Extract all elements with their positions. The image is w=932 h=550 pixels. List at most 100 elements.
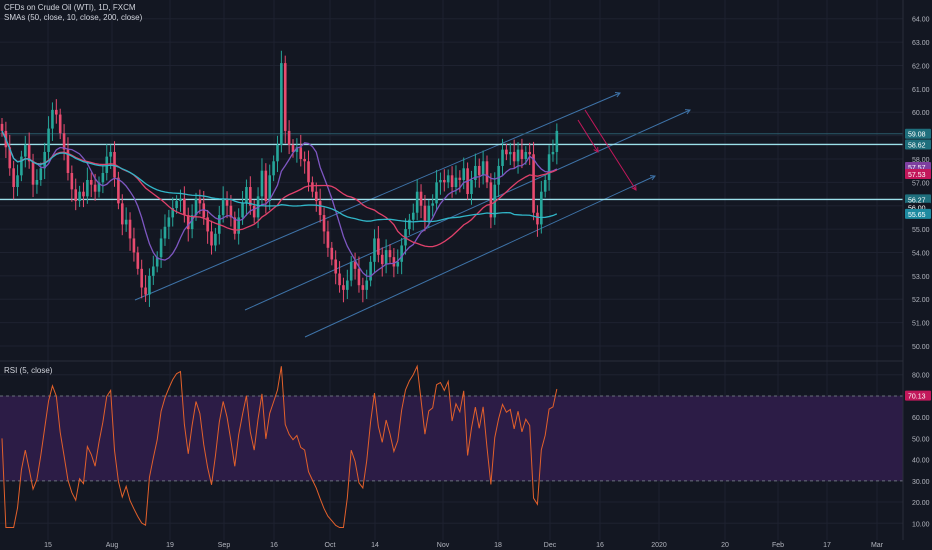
rsi-legend: RSI (5, close) bbox=[4, 366, 53, 375]
candle-body bbox=[0, 123, 4, 131]
candle-body bbox=[252, 205, 256, 218]
symbol-title: CFDs on Crude Oil (WTI), 1D, FXCM bbox=[4, 3, 136, 12]
candle-body bbox=[287, 130, 291, 145]
candle-body bbox=[396, 261, 400, 267]
rsi-tick-label: 20.00 bbox=[912, 500, 930, 507]
candle-body bbox=[117, 177, 120, 204]
projection-line bbox=[584, 109, 637, 191]
channel-line bbox=[134, 92, 621, 301]
candle-body bbox=[540, 191, 543, 225]
candle-body bbox=[388, 250, 392, 258]
candle-body bbox=[555, 130, 559, 152]
candle-body bbox=[16, 175, 19, 188]
sma-legend: SMAs (50, close, 10, close, 200, close) bbox=[4, 13, 143, 22]
candle-body bbox=[439, 180, 442, 183]
horizontal-levels bbox=[0, 143, 903, 201]
candle-body bbox=[237, 217, 240, 234]
time-tick-label: 14 bbox=[371, 542, 379, 549]
price-badge bbox=[905, 128, 931, 139]
candle-body bbox=[408, 219, 411, 230]
candle-body bbox=[446, 175, 450, 183]
candle-body bbox=[415, 191, 419, 213]
time-tick-label: Mar bbox=[871, 542, 884, 549]
candle-body bbox=[198, 198, 202, 204]
candle-body bbox=[419, 191, 423, 206]
candle-body bbox=[543, 180, 547, 192]
price-tick-label: 53.00 bbox=[912, 274, 930, 281]
rsi-tick-label: 40.00 bbox=[912, 458, 930, 465]
candle-body bbox=[536, 212, 539, 225]
candle-body bbox=[74, 189, 78, 202]
candle-body bbox=[78, 191, 81, 202]
time-tick-label: Aug bbox=[106, 542, 119, 549]
candle-body bbox=[101, 172, 105, 183]
candle-body bbox=[342, 285, 345, 290]
candle-body bbox=[43, 151, 46, 169]
candle-body bbox=[497, 165, 500, 185]
candle-body bbox=[202, 203, 206, 218]
candle-body bbox=[179, 198, 182, 202]
candle-body bbox=[380, 254, 384, 265]
candle-body bbox=[520, 149, 524, 159]
candle-body bbox=[489, 182, 493, 218]
rsi-tick-label: 60.00 bbox=[912, 415, 930, 422]
candle-body bbox=[31, 161, 35, 185]
price-badge bbox=[905, 208, 931, 219]
candle-body bbox=[516, 149, 520, 162]
candle-body bbox=[229, 205, 233, 218]
candle-body bbox=[314, 191, 318, 202]
candle-body bbox=[283, 63, 287, 131]
projection-arrows bbox=[577, 109, 637, 191]
candle-body bbox=[326, 231, 330, 248]
candle-body bbox=[334, 259, 337, 274]
rsi-tick-label: 30.00 bbox=[912, 479, 930, 486]
candlesticks bbox=[0, 50, 559, 307]
time-tick-label: 2020 bbox=[651, 542, 667, 549]
candle-body bbox=[8, 147, 12, 169]
projection-line bbox=[577, 119, 599, 153]
projection-arrowhead bbox=[593, 146, 599, 153]
candle-body bbox=[524, 151, 528, 159]
candle-body bbox=[58, 114, 62, 134]
price-tick-label: 54.00 bbox=[912, 250, 930, 257]
price-tick-label: 57.00 bbox=[912, 180, 930, 187]
candle-body bbox=[493, 184, 497, 218]
sma-line bbox=[1, 130, 558, 277]
candle-body bbox=[280, 63, 283, 145]
candle-body bbox=[295, 147, 299, 152]
time-tick-label: 16 bbox=[270, 542, 278, 549]
candle-body bbox=[369, 261, 372, 281]
candle-body bbox=[39, 168, 43, 180]
time-tick-label: 15 bbox=[44, 542, 52, 549]
candle-body bbox=[194, 198, 198, 216]
candle-body bbox=[268, 175, 272, 202]
time-tick-label: Feb bbox=[772, 542, 784, 549]
candle-body bbox=[477, 165, 481, 176]
candle-body bbox=[82, 191, 85, 197]
price-tick-label: 52.00 bbox=[912, 297, 930, 304]
candle-body bbox=[303, 158, 306, 162]
axes: 50.0051.0052.0053.0054.0055.0056.0057.00… bbox=[44, 0, 931, 549]
candle-body bbox=[175, 201, 178, 209]
candle-body bbox=[167, 217, 171, 227]
candle-body bbox=[190, 215, 194, 230]
candle-body bbox=[322, 215, 326, 232]
candle-body bbox=[532, 154, 535, 213]
candle-body bbox=[20, 156, 23, 176]
candle-body bbox=[373, 238, 376, 262]
rsi-tick-label: 80.00 bbox=[912, 373, 930, 380]
candle-body bbox=[349, 261, 353, 281]
price-badge-label: 55.65 bbox=[908, 212, 926, 219]
candle-body bbox=[249, 187, 252, 206]
candle-body bbox=[299, 147, 303, 159]
candle-body bbox=[485, 161, 489, 183]
candle-body bbox=[357, 268, 361, 286]
candle-body bbox=[148, 275, 151, 295]
candle-body bbox=[431, 203, 434, 206]
price-badge-label: 56.27 bbox=[908, 197, 926, 204]
price-badge bbox=[905, 168, 931, 179]
price-tick-label: 63.00 bbox=[912, 40, 930, 47]
candle-body bbox=[470, 180, 473, 195]
candle-body bbox=[501, 149, 504, 166]
